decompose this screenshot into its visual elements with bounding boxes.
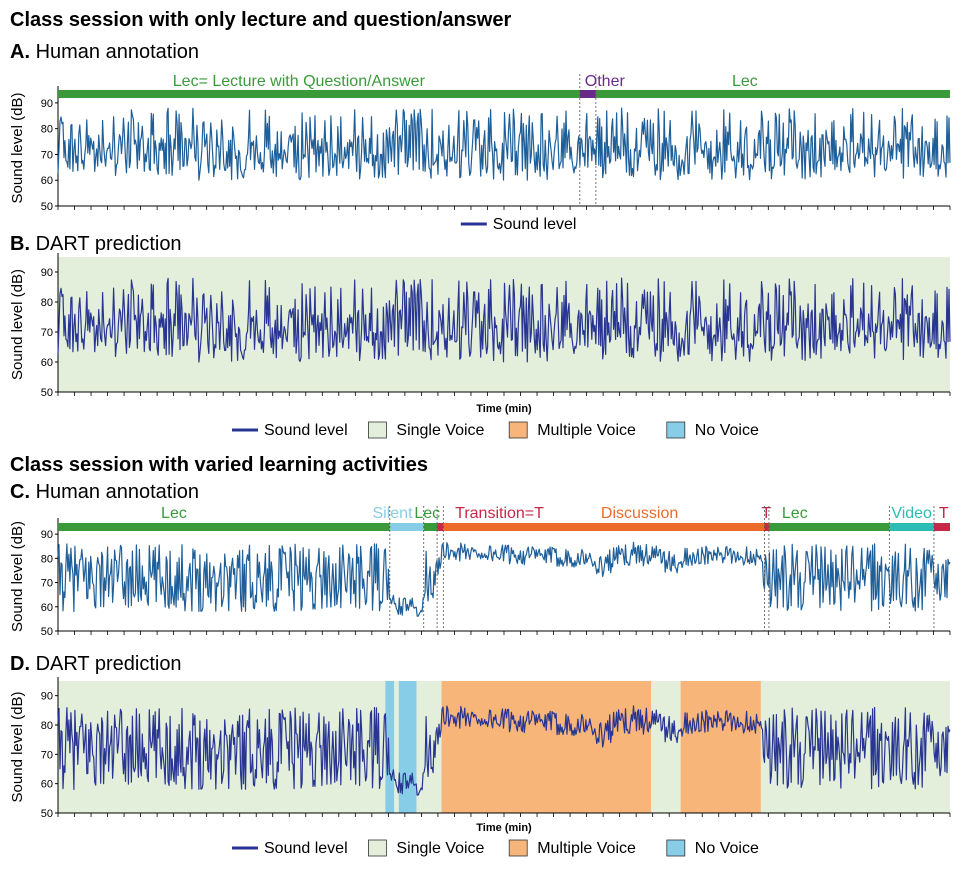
panel-b-y-tick-label: 90 — [41, 267, 53, 279]
panel-c-annotation-label: Silent — [372, 505, 413, 522]
panel-a-heading: A. Human annotation — [10, 41, 199, 63]
panel-d-ylabel: Sound level (dB) — [9, 692, 26, 803]
panel-b-xlabel: Time (min) — [476, 403, 532, 415]
panel-c-y-tick-label: 80 — [41, 553, 53, 565]
panel-c-y-tick-label: 50 — [41, 626, 53, 638]
section-title-1: Class session with only lecture and ques… — [10, 9, 511, 31]
panel-c-annotation-segment — [423, 523, 438, 531]
panel-b-y-tick-label: 60 — [41, 357, 53, 369]
legend-label: Single Voice — [396, 422, 484, 439]
panel-c-heading: C. Human annotation — [10, 481, 199, 503]
legend-label: Single Voice — [396, 840, 484, 857]
panel-b-letter: B. — [10, 233, 30, 255]
legend-d: Sound level Single Voice Multiple Voice No … — [232, 839, 759, 857]
panel-d-heading: D. DART prediction — [10, 653, 182, 675]
panel-a: A. Human annotation 50 60 70 80 90 Sound leve… — [9, 41, 951, 213]
panel-d-y-tick-label: 50 — [41, 808, 53, 820]
panel-d-region-single-voice — [651, 681, 681, 813]
panel-a-y-tick-label: 90 — [41, 98, 53, 110]
panel-a-annotation-label: Other — [585, 73, 626, 90]
panel-a-annotation-label: Lec — [732, 73, 758, 90]
panel-a-annotation-label: Lec= Lecture with Question/Answer — [173, 73, 426, 90]
panel-c-annotation-segment — [58, 523, 390, 531]
panel-b-ylabel: Sound level (dB) — [9, 269, 26, 380]
legend-swatch-single-voice — [367, 839, 387, 857]
panel-c-annotation-segment — [437, 523, 444, 531]
panel-c-annotation-label: Lec — [782, 505, 808, 522]
legend-swatch-no-voice — [666, 839, 686, 857]
legend-b: Sound level Single Voice Multiple Voice No … — [232, 421, 759, 439]
legend-label: No Voice — [695, 840, 759, 857]
panel-b-y-tick-label: 50 — [41, 387, 53, 399]
panel-c-annotation-label: Lec — [161, 505, 187, 522]
section-title-2: Class session with varied learning activ… — [10, 454, 428, 476]
legend-label: No Voice — [695, 422, 759, 439]
panel-b-y-tick-label: 80 — [41, 297, 53, 309]
panel-b-series-sound-level — [57, 277, 951, 363]
panel-c: C. Human annotation 50 60 70 80 90 Sound leve… — [9, 481, 951, 638]
panel-c-y-tick-label: 90 — [41, 529, 53, 541]
panel-c-annotation-segment — [768, 523, 890, 531]
panel-a-y-tick-label: 70 — [41, 149, 53, 161]
panel-c-annotation-segment — [889, 523, 934, 531]
panel-d-y-tick-label: 90 — [41, 691, 53, 703]
panel-a-annotation-segment — [595, 90, 950, 98]
panel-a-y-tick-label: 80 — [41, 124, 53, 136]
panel-d-region-multiple-voice — [680, 681, 761, 813]
panel-d-y-tick-label: 70 — [41, 749, 53, 761]
panel-c-annotation-label: Lec — [414, 505, 440, 522]
panel-c-y-tick-label: 60 — [41, 602, 53, 614]
panel-b-title: DART prediction — [36, 233, 182, 255]
panel-d-region-no-voice — [385, 681, 395, 813]
panel-d-letter: D. — [10, 653, 30, 675]
panel-a-title: Human annotation — [36, 41, 199, 63]
panel-c-title: Human annotation — [36, 481, 199, 503]
panel-b-heading: B. DART prediction — [10, 233, 182, 255]
panel-c-series-sound-level — [57, 541, 951, 617]
panel-c-annotation-segment — [443, 523, 765, 531]
panel-a-series-sound-level — [57, 107, 951, 181]
legend-swatch-multiple-voice — [508, 839, 528, 857]
panel-b: B. DART prediction 50 60 70 80 90 Sound level… — [9, 233, 951, 415]
panel-c-annotation-label: Transition=T — [455, 505, 544, 522]
panel-a-ylabel: Sound level (dB) — [9, 93, 26, 204]
legend-label: Sound level — [493, 216, 577, 233]
panel-c-ylabel: Sound level (dB) — [9, 521, 26, 632]
legend-label: Multiple Voice — [537, 422, 636, 439]
panel-a-annotation-segment — [579, 90, 596, 98]
panel-c-annotation-segment — [389, 523, 424, 531]
panel-d: D. DART prediction 50 60 70 80 90 Sound level… — [9, 653, 951, 834]
panel-d-region-no-voice — [398, 681, 417, 813]
panel-a-y-tick-label: 60 — [41, 175, 53, 187]
panel-d-region-multiple-voice — [441, 681, 652, 813]
legend-label: Multiple Voice — [537, 840, 636, 857]
panel-a-y-tick-label: 50 — [41, 201, 53, 213]
panel-c-annotation-label: Video — [891, 505, 932, 522]
panel-c-y-tick-label: 70 — [41, 578, 53, 590]
panel-d-title: DART prediction — [36, 653, 182, 675]
panel-d-y-tick-label: 60 — [41, 779, 53, 791]
panel-c-letter: C. — [10, 481, 30, 503]
legend-swatch-multiple-voice — [508, 421, 528, 439]
panel-a-letter: A. — [10, 41, 30, 63]
panel-c-annotation-segment — [933, 523, 950, 531]
legend-a: Sound level — [460, 216, 577, 233]
legend-swatch-no-voice — [666, 421, 686, 439]
panel-d-region-single-voice — [760, 681, 950, 813]
panel-c-annotation-label: Discussion — [601, 505, 678, 522]
panel-d-series-sound-level — [57, 705, 951, 796]
panel-c-annotation-label: T — [761, 505, 771, 522]
legend-label: Sound level — [264, 840, 348, 857]
panel-d-region-single-voice — [394, 681, 399, 813]
panel-d-y-tick-label: 80 — [41, 720, 53, 732]
legend-label: Sound level — [264, 422, 348, 439]
panel-c-annotation-label: T — [939, 505, 949, 522]
legend-swatch-single-voice — [367, 421, 387, 439]
panel-a-annotation-segment — [58, 90, 580, 98]
panel-c-annotation-segment — [764, 523, 769, 531]
panel-b-y-tick-label: 70 — [41, 327, 53, 339]
panel-d-xlabel: Time (min) — [476, 822, 532, 834]
